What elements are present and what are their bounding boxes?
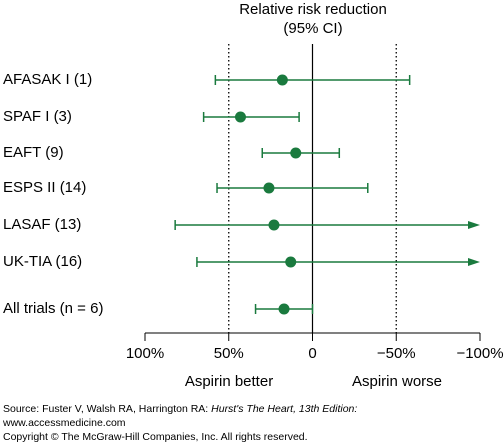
category-label: LASAF (13) — [3, 216, 81, 233]
copyright: Copyright © The McGraw-Hill Companies, I… — [3, 431, 308, 442]
x-tick-label: −50% — [377, 345, 416, 362]
category-label: AFASAK I (1) — [3, 71, 92, 88]
category-label: EAFT (9) — [3, 144, 64, 161]
x-tick-label: 0 — [308, 345, 316, 362]
category-label: SPAF I (3) — [3, 108, 72, 125]
ci-arrow — [468, 221, 480, 229]
source-url: www.accessmedicine.com — [2, 417, 126, 429]
category-label: All trials (n = 6) — [3, 300, 103, 317]
chart-title: Relative risk reduction — [239, 1, 387, 18]
chart-subtitle: (95% CI) — [283, 20, 342, 37]
left-label: Aspirin better — [185, 373, 273, 390]
x-tick-label: 50% — [214, 345, 244, 362]
point — [263, 182, 275, 194]
point — [278, 303, 290, 315]
right-label: Aspirin worse — [352, 373, 442, 390]
x-tick-label: −100% — [456, 345, 503, 362]
ci-arrow — [468, 258, 480, 266]
source-prefix: Source: Fuster V, Walsh RA, Harrington R… — [3, 403, 211, 415]
point — [290, 147, 302, 159]
point — [234, 111, 246, 123]
point — [276, 74, 288, 86]
source-italic: Hurst's The Heart, 13th Edition: — [211, 403, 357, 415]
category-label: UK-TIA (16) — [3, 253, 82, 270]
category-label: ESPS II (14) — [3, 179, 86, 196]
point — [268, 219, 280, 231]
point — [285, 256, 297, 268]
x-tick-label: 100% — [126, 345, 164, 362]
source: Source: Fuster V, Walsh RA, Harrington R… — [3, 403, 357, 415]
